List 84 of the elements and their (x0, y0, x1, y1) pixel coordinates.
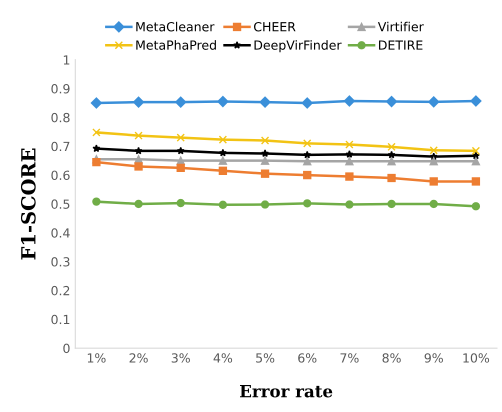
y-tick-label: 0.5 (51, 199, 70, 209)
point (176, 198, 185, 208)
legend-label: MetaCleaner (136, 22, 214, 32)
x-tick-label: 9% (424, 353, 443, 363)
point (259, 96, 271, 108)
point (303, 139, 312, 148)
point (92, 197, 101, 206)
point (345, 150, 354, 158)
y-tick-label: 0.1 (51, 314, 70, 324)
point (428, 96, 440, 108)
x-tick-label: 1% (88, 353, 106, 363)
point (303, 199, 312, 208)
point (217, 96, 228, 108)
point (218, 200, 228, 209)
point (260, 136, 270, 145)
point (472, 202, 480, 210)
point (303, 150, 312, 158)
point (345, 172, 354, 181)
y-axis-title: F1-SCORE (20, 148, 36, 260)
legend-label: CHEER (254, 22, 296, 32)
x-tick-label: 5% (256, 353, 274, 363)
point (176, 164, 185, 172)
x-axis-title: Error rate (240, 385, 332, 398)
point (345, 200, 354, 209)
point (345, 140, 354, 149)
point (345, 157, 354, 166)
y-tick-label: 0.4 (51, 228, 70, 238)
y-tick-label: 0.7 (51, 142, 70, 152)
point (218, 135, 228, 144)
point (303, 157, 312, 166)
point (388, 150, 396, 158)
point (134, 200, 143, 208)
point (430, 146, 438, 154)
point (470, 95, 482, 107)
point (430, 177, 438, 186)
point (218, 156, 228, 165)
y-tick-label: 0 (63, 344, 70, 354)
x-tick-label: 10% (463, 353, 490, 363)
point (387, 157, 396, 166)
point (303, 170, 312, 180)
point (430, 200, 438, 208)
y-tick-label: 0.8 (51, 112, 70, 122)
point (472, 157, 480, 166)
point (175, 96, 186, 108)
point (386, 96, 398, 108)
point (134, 146, 143, 154)
point (218, 148, 227, 156)
point (302, 97, 313, 109)
y-tick-label: 0.3 (51, 257, 70, 267)
point (176, 146, 185, 154)
legend-label: MetaPhaPred (136, 40, 216, 50)
point (134, 131, 143, 140)
y-tick-label: 0.2 (51, 286, 70, 296)
x-tick-label: 6% (298, 353, 316, 363)
x-tick-label: 3% (172, 353, 190, 363)
point (92, 158, 101, 166)
y-tick-label: 0.9 (51, 84, 70, 94)
point (344, 95, 355, 107)
point (261, 149, 270, 157)
point (134, 162, 143, 171)
point (90, 97, 102, 109)
point (218, 166, 228, 175)
legend-label: DETIRE (379, 40, 422, 50)
point (176, 133, 185, 142)
point (260, 169, 270, 178)
point (472, 146, 480, 156)
point (472, 177, 480, 186)
point (260, 200, 270, 209)
x-tick-label: 7% (340, 353, 359, 363)
x-tick-label: 4% (214, 353, 232, 363)
point (387, 174, 396, 182)
y-tick-label: 0.6 (51, 170, 70, 180)
point (92, 128, 101, 137)
y-tick-label: 1 (64, 55, 70, 64)
legend-label: DeepVirFinder (254, 40, 342, 52)
point (430, 157, 438, 166)
point (387, 200, 396, 208)
legend-label: Virtifier (378, 22, 424, 32)
point (260, 156, 270, 165)
point (132, 96, 144, 108)
point (92, 144, 100, 152)
point (387, 142, 396, 152)
x-tick-label: 8% (382, 353, 401, 363)
x-tick-label: 2% (130, 353, 148, 363)
